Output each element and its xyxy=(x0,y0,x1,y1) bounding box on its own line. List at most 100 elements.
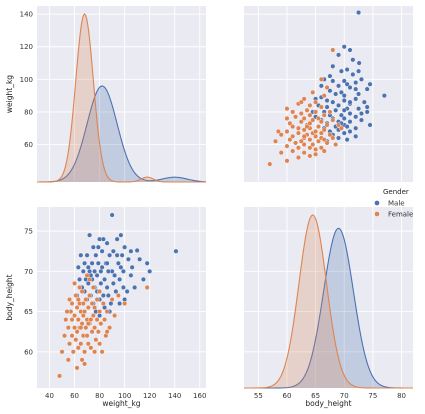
point-male-height-weight xyxy=(333,107,339,113)
point-male-height-weight xyxy=(341,78,347,84)
point-male-weight-height xyxy=(114,236,120,242)
point-female-height-weight xyxy=(324,140,330,146)
point-female-height-weight xyxy=(290,148,296,154)
point-male-weight-height xyxy=(75,264,81,270)
y-tick-body-height: 60 xyxy=(24,348,33,356)
point-female-weight-height xyxy=(85,341,91,347)
y-tick-weight-kg: 140 xyxy=(20,11,33,19)
point-female-height-weight xyxy=(307,120,313,126)
point-female-height-weight xyxy=(267,161,273,167)
point-male-height-weight xyxy=(341,130,347,136)
point-male-weight-height xyxy=(78,252,84,258)
point-male-height-weight xyxy=(356,106,362,112)
point-male-height-weight xyxy=(353,80,359,86)
point-female-height-weight xyxy=(290,133,296,139)
point-male-height-weight xyxy=(341,93,347,99)
point-male-height-weight xyxy=(356,10,362,16)
point-female-height-weight xyxy=(275,128,281,134)
point-female-height-weight xyxy=(315,124,321,130)
point-male-weight-height xyxy=(92,268,98,274)
point-female-weight-height xyxy=(122,301,128,307)
point-female-weight-height xyxy=(74,365,80,371)
point-female-height-weight xyxy=(318,104,324,110)
point-male-weight-height xyxy=(80,268,86,274)
point-male-weight-height xyxy=(122,244,128,250)
point-female-height-weight xyxy=(330,47,336,53)
point-female-weight-height xyxy=(97,288,103,294)
x-tick-weight-kg: 40 xyxy=(45,392,54,400)
point-male-height-weight xyxy=(324,98,330,104)
point-female-weight-height xyxy=(72,280,78,286)
point-male-height-weight xyxy=(367,122,373,128)
point-female-height-weight xyxy=(287,137,293,143)
point-male-weight-height xyxy=(98,280,104,286)
y-axis-label-body-height: body_height xyxy=(5,274,14,320)
point-female-weight-height xyxy=(62,333,68,339)
point-male-weight-height xyxy=(95,260,101,266)
point-male-height-weight xyxy=(338,68,344,74)
kde-weight-female-fill xyxy=(37,14,206,182)
point-male-weight-height xyxy=(104,284,110,290)
point-male-weight-height xyxy=(117,276,123,282)
point-male-height-weight xyxy=(338,112,344,118)
point-female-height-weight xyxy=(318,130,324,136)
point-female-height-weight xyxy=(313,109,319,115)
point-female-height-weight xyxy=(310,89,316,95)
point-female-height-weight xyxy=(284,128,290,134)
point-male-weight-height xyxy=(105,292,111,298)
point-female-weight-height xyxy=(107,325,113,331)
point-female-height-weight xyxy=(298,99,304,105)
point-female-weight-height xyxy=(88,317,94,323)
panels-layer: 60 80 100 120 140 60 65 70 75 40 60 80 100 120 140 160 5… xyxy=(5,6,413,408)
point-female-weight-height xyxy=(97,341,103,347)
legend-title: Gender xyxy=(383,188,409,196)
point-male-height-weight xyxy=(347,99,353,105)
point-female-weight-height xyxy=(69,301,75,307)
point-female-weight-height xyxy=(87,276,93,282)
point-female-weight-height xyxy=(99,349,105,355)
point-female-weight-height xyxy=(89,301,95,307)
point-male-height-weight xyxy=(350,57,356,63)
point-male-height-weight xyxy=(341,107,347,113)
point-female-weight-height xyxy=(85,305,91,311)
panel-height-weight-background xyxy=(244,6,413,182)
point-female-height-weight xyxy=(330,117,336,123)
point-female-weight-height xyxy=(144,284,150,290)
point-female-weight-height xyxy=(63,317,69,323)
point-male-height-weight xyxy=(353,86,359,92)
point-female-height-weight xyxy=(318,145,324,151)
point-female-weight-height xyxy=(92,325,98,331)
x-tick-body-height: 70 xyxy=(340,392,349,400)
point-male-weight-height xyxy=(140,276,146,282)
point-female-height-weight xyxy=(301,133,307,139)
point-female-weight-height xyxy=(74,305,80,311)
point-male-weight-height xyxy=(125,256,131,262)
point-male-height-weight xyxy=(358,76,364,82)
point-male-weight-height xyxy=(109,212,115,218)
point-male-height-weight xyxy=(347,128,353,134)
point-male-weight-height xyxy=(120,268,126,274)
point-male-height-weight xyxy=(353,96,359,102)
point-female-height-weight xyxy=(301,142,307,148)
point-male-weight-height xyxy=(77,276,83,282)
point-female-weight-height xyxy=(104,329,110,335)
point-female-weight-height xyxy=(98,321,104,327)
point-male-weight-height xyxy=(82,260,88,266)
point-male-height-weight xyxy=(358,117,364,123)
point-male-height-weight xyxy=(344,137,350,143)
point-female-height-weight xyxy=(273,138,279,144)
point-female-weight-height xyxy=(89,329,95,335)
point-female-weight-height xyxy=(79,288,85,294)
point-male-height-weight xyxy=(353,133,359,139)
point-male-height-weight xyxy=(336,52,342,58)
point-female-height-weight xyxy=(321,112,327,118)
point-female-height-weight xyxy=(295,145,301,151)
point-female-height-weight xyxy=(284,143,290,149)
point-male-height-weight xyxy=(350,71,356,77)
point-female-height-weight xyxy=(333,142,339,148)
point-male-height-weight xyxy=(336,102,342,108)
kde-weight-male-fill xyxy=(37,86,206,182)
point-female-weight-height xyxy=(69,333,75,339)
y-tick-weight-kg: 80 xyxy=(24,108,33,116)
